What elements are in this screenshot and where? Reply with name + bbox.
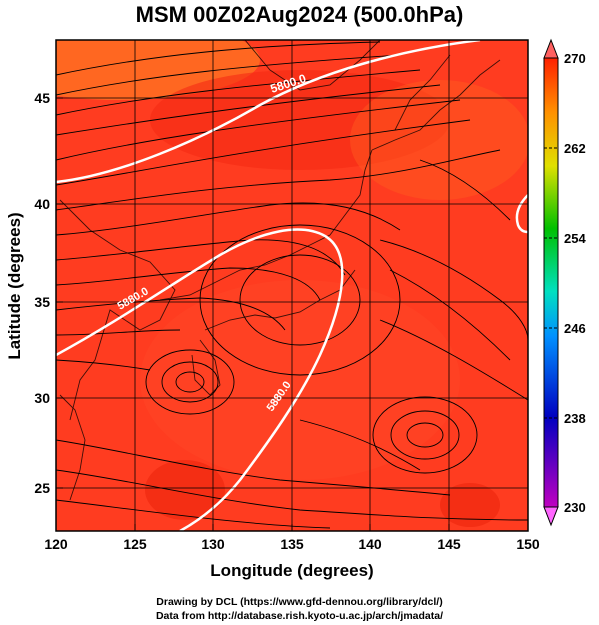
x-axis-label: Longitude (degrees) — [210, 561, 373, 580]
y-axis-label: Latitude (degrees) — [5, 212, 24, 359]
x-tick-label: 150 — [516, 536, 540, 552]
x-tick-label: 130 — [201, 536, 225, 552]
colorbar-tick-label: 270 — [564, 51, 586, 66]
y-tick-label: 30 — [34, 390, 50, 406]
y-tick-label: 35 — [34, 294, 50, 310]
y-tick-label: 40 — [34, 196, 50, 212]
credit-line-drawing: Drawing by DCL (https://www.gfd-dennou.o… — [156, 596, 443, 608]
x-tick-label: 140 — [358, 536, 382, 552]
contour-5880-line — [56, 228, 344, 531]
chart-title: MSM 00Z02Aug2024 (500.0hPa) — [135, 2, 464, 27]
colorbar-tick-label: 230 — [564, 500, 586, 515]
colorbar-tick-label: 238 — [564, 411, 586, 426]
credit-line-data: Data from http://database.rish.kyoto-u.a… — [155, 610, 444, 622]
colorbar-min-triangle — [543, 506, 559, 527]
x-tick-label: 120 — [44, 536, 68, 552]
y-tick-label: 25 — [34, 480, 50, 496]
colorbar-max-triangle — [543, 38, 559, 59]
x-tick-label: 145 — [437, 536, 461, 552]
colorbar-tick-label: 262 — [564, 141, 586, 156]
x-tick-label: 135 — [280, 536, 304, 552]
x-tick-label: 125 — [123, 536, 147, 552]
temperature-field — [56, 40, 528, 531]
colorbar — [543, 38, 559, 527]
colorbar-tick-label: 246 — [564, 321, 586, 336]
y-tick-label: 45 — [34, 90, 50, 106]
colorbar-tick-label: 254 — [564, 231, 586, 246]
contour-5800-line — [56, 40, 481, 184]
